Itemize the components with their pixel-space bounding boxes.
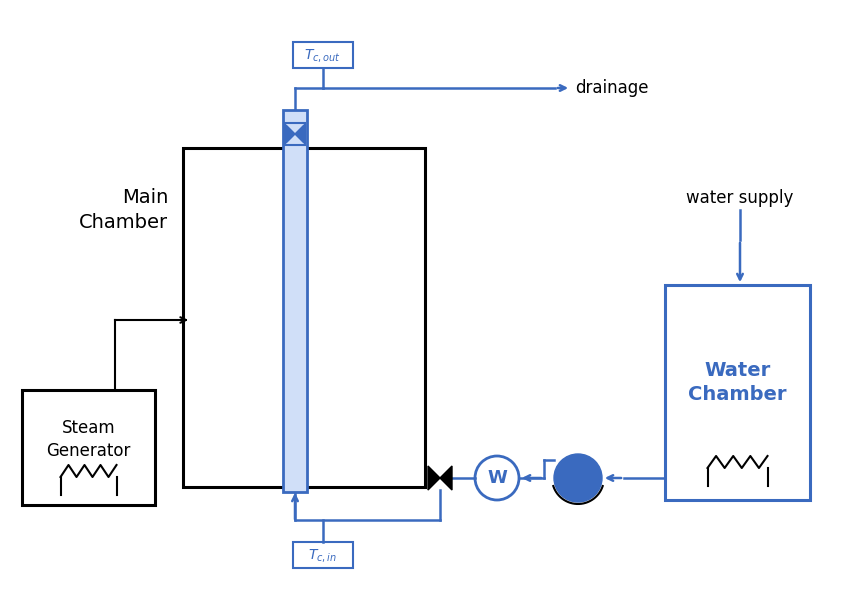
Bar <box>293 42 353 68</box>
Bar <box>22 390 155 505</box>
Circle shape <box>554 454 602 502</box>
Bar <box>183 148 425 487</box>
Text: $T_{c,in}$: $T_{c,in}$ <box>309 547 337 564</box>
Text: drainage: drainage <box>575 79 649 97</box>
Bar <box>293 542 353 568</box>
Bar <box>285 123 305 145</box>
Text: Water
Chamber: Water Chamber <box>689 361 787 404</box>
Text: water supply: water supply <box>686 189 794 207</box>
Bar <box>283 110 307 492</box>
Polygon shape <box>440 466 452 490</box>
Text: W: W <box>487 469 507 487</box>
Polygon shape <box>295 125 304 143</box>
Bar <box>665 285 810 500</box>
Text: Main
Chamber: Main Chamber <box>79 188 168 232</box>
Text: Steam
Generator: Steam Generator <box>47 419 131 461</box>
Polygon shape <box>428 466 440 490</box>
Text: $T_{c,out}$: $T_{c,out}$ <box>304 47 342 64</box>
Polygon shape <box>286 125 295 143</box>
